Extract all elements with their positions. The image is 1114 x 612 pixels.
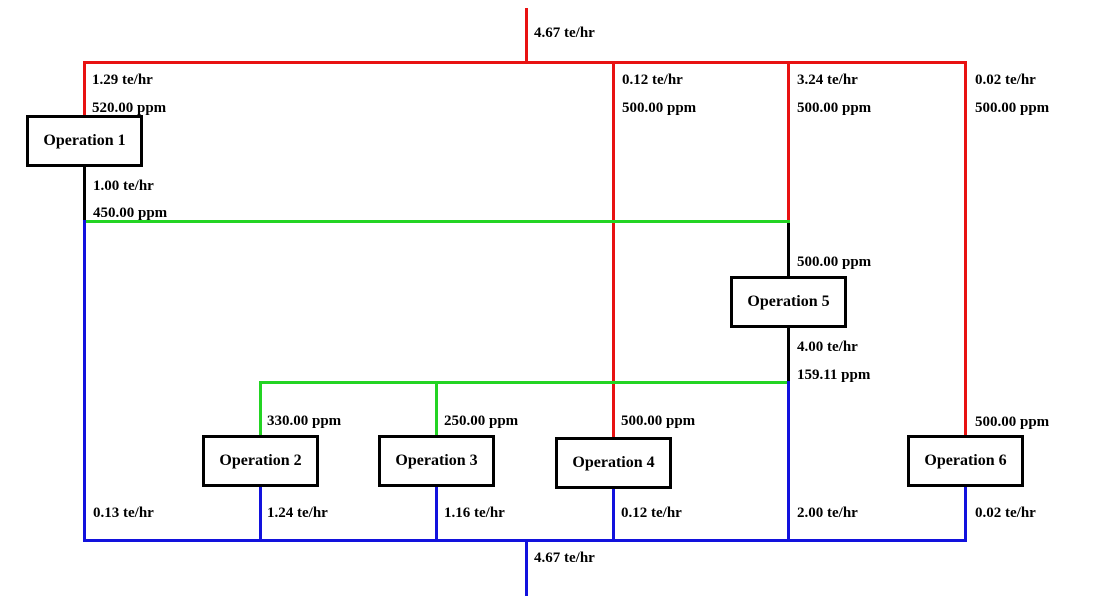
freshwater-feed-vertical-line bbox=[525, 8, 528, 64]
wastewater-outlet-vertical-line bbox=[525, 539, 528, 596]
reuse-drop-op2-line bbox=[259, 381, 262, 435]
wastewater-drop-op4-line bbox=[612, 487, 615, 542]
op4-in-flow-label: 0.12 te/hr bbox=[622, 72, 683, 88]
op4-waste-flow-label: 0.12 te/hr bbox=[621, 505, 682, 521]
freshwater-branch-op4-line bbox=[612, 61, 615, 439]
operation-1-label: Operation 1 bbox=[43, 132, 126, 149]
reuse-horizontal-line-1 bbox=[83, 220, 790, 223]
operation-4-box: Operation 4 bbox=[555, 437, 672, 489]
op1-out-flow-label: 1.00 te/hr bbox=[93, 178, 154, 194]
op6-waste-flow-label: 0.02 te/hr bbox=[975, 505, 1036, 521]
operation-3-box: Operation 3 bbox=[378, 435, 495, 487]
wastewater-drop-op6-line bbox=[964, 485, 967, 542]
freshwater-branch-op6-line bbox=[964, 61, 967, 437]
op5-inlet-conc-label: 500.00 ppm bbox=[797, 254, 872, 270]
op4-in-conc-label: 500.00 ppm bbox=[622, 100, 697, 116]
op5-out-conc-label: 159.11 ppm bbox=[797, 367, 871, 383]
wastewater-drop-op2-line bbox=[259, 485, 262, 542]
op6-in-flow-label: 0.02 te/hr bbox=[975, 72, 1036, 88]
op1-waste-flow-label: 0.13 te/hr bbox=[93, 505, 154, 521]
operation-5-label: Operation 5 bbox=[747, 293, 830, 310]
operation-5-box: Operation 5 bbox=[730, 276, 847, 328]
operation-3-label: Operation 3 bbox=[395, 452, 478, 469]
reuse-drop-op3-line bbox=[435, 381, 438, 435]
operation-2-box: Operation 2 bbox=[202, 435, 319, 487]
wastewater-drop-op3-line bbox=[435, 485, 438, 542]
bottom-outlet-flow-label: 4.67 te/hr bbox=[534, 550, 595, 566]
operation-4-label: Operation 4 bbox=[572, 454, 655, 471]
op5-waste-flow-label: 2.00 te/hr bbox=[797, 505, 858, 521]
freshwater-main-horizontal-line bbox=[83, 61, 967, 64]
op5-inlet-connector-line bbox=[787, 220, 790, 278]
op5-in-flow-label: 3.24 te/hr bbox=[797, 72, 858, 88]
top-feed-flow-label: 4.67 te/hr bbox=[534, 25, 595, 41]
op2-waste-flow-label: 1.24 te/hr bbox=[267, 505, 328, 521]
operation-1-box: Operation 1 bbox=[26, 115, 143, 167]
wastewater-drop-op5-line bbox=[787, 381, 790, 542]
reuse-horizontal-line-2 bbox=[259, 381, 790, 384]
op4-inlet-conc-label: 500.00 ppm bbox=[621, 413, 696, 429]
op6-inlet-conc-label: 500.00 ppm bbox=[975, 414, 1050, 430]
op3-in-conc-label: 250.00 ppm bbox=[444, 413, 519, 429]
op6-in-conc-label: 500.00 ppm bbox=[975, 100, 1050, 116]
operation-6-box: Operation 6 bbox=[907, 435, 1024, 487]
freshwater-branch-op1-line bbox=[83, 61, 86, 118]
op3-waste-flow-label: 1.16 te/hr bbox=[444, 505, 505, 521]
op1-in-flow-label: 1.29 te/hr bbox=[92, 72, 153, 88]
op1-out-conc-label: 450.00 ppm bbox=[93, 205, 168, 221]
op2-in-conc-label: 330.00 ppm bbox=[267, 413, 342, 429]
operation-2-label: Operation 2 bbox=[219, 452, 302, 469]
op5-outlet-connector-line bbox=[787, 326, 790, 384]
operation-6-label: Operation 6 bbox=[924, 452, 1007, 469]
freshwater-branch-op5-line bbox=[787, 61, 790, 223]
op1-in-conc-label: 520.00 ppm bbox=[92, 100, 167, 116]
op5-in-conc-label: 500.00 ppm bbox=[797, 100, 872, 116]
op1-outlet-connector-line bbox=[83, 166, 86, 223]
op5-out-flow-label: 4.00 te/hr bbox=[797, 339, 858, 355]
wastewater-drop-op1-line bbox=[83, 220, 86, 542]
